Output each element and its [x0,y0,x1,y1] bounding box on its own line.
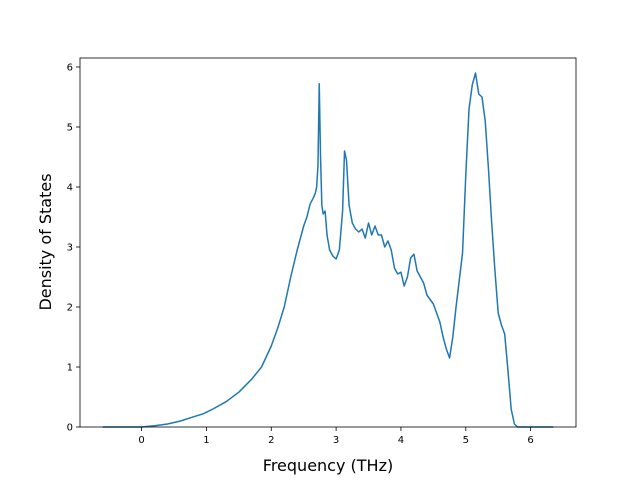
y-axis-label: Density of States [36,173,55,310]
x-tick-label: 4 [398,435,404,446]
y-tick-label: 4 [67,183,73,194]
x-axis-label: Frequency (THz) [263,456,393,475]
y-tick-label: 2 [67,303,73,314]
y-tick-label: 1 [67,363,73,374]
y-tick-label: 6 [67,63,73,74]
x-tick-label: 1 [203,435,209,446]
y-axis-ticks: 0 1 2 3 4 5 6 [67,63,80,434]
y-tick-label: 3 [67,243,73,254]
x-tick-label: 3 [333,435,339,446]
plot-area [79,57,577,428]
y-tick-label: 5 [67,123,73,134]
axes-frame [79,57,577,428]
x-tick-label: 6 [527,435,533,446]
x-axis-ticks: 0 1 2 3 4 5 6 [138,427,534,446]
x-tick-label: 0 [138,435,144,446]
x-tick-label: 5 [463,435,469,446]
y-tick-label: 0 [67,423,73,434]
dos-series-line-0 [102,72,554,428]
x-tick-label: 2 [268,435,274,446]
